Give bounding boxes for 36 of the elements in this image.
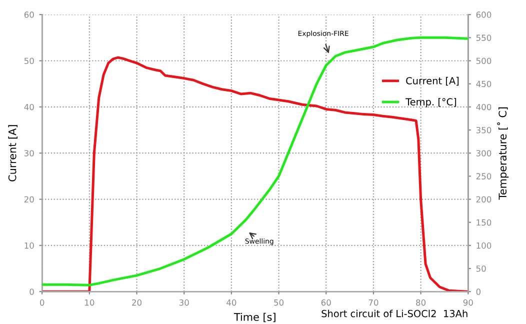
x-tick-label: 0 [40,299,44,306]
y2-tick-label: 100 [476,242,492,249]
y2-tick-label: 0 [476,288,481,295]
x-tick-label: 90 [463,299,473,306]
y2-tick-label: 200 [476,196,492,203]
x-tick-label: 20 [132,299,142,306]
y2-tick-label: 500 [476,58,492,64]
y-tick-label: 10 [24,242,34,249]
y2-tick-label: 600 [476,12,492,18]
x-tick-label: 30 [179,299,189,306]
y-tick-label: 40 [24,104,34,110]
y2-axis-title: Temperature [˚ C] [497,107,509,200]
y2-tick-label: 400 [476,104,492,110]
y-tick-label: 60 [24,12,34,18]
x-tick-label: 40 [226,299,236,306]
y2-tick-label: 300 [476,150,492,156]
y-tick-label: 20 [24,196,34,203]
legend-label: Current [A] [406,76,459,86]
text: Short circuit of Li-SOCl2 13Ah [322,310,468,318]
x-axis-title: Time [s] [234,312,276,322]
y-tick-label: 0 [30,288,34,295]
y-tick-label: 30 [24,150,34,156]
y2-tick-label: 150 [476,219,492,226]
y-tick-label: 50 [24,58,34,64]
x-tick-label: 50 [274,299,284,306]
y2-tick-label: 250 [476,173,492,180]
y2-tick-label: 350 [476,126,492,134]
y2-tick-label: 50 [476,265,486,272]
x-tick-label: 80 [416,299,426,306]
y-axis-title: Current [A] [8,125,18,182]
y2-tick-label: 450 [476,80,492,88]
x-tick-label: 60 [321,299,331,306]
x-tick-label: 10 [85,299,94,306]
x-tick-label: 70 [368,299,378,306]
legend-label: Temp. [°C] [406,98,456,108]
y2-tick-label: 550 [476,34,492,41]
